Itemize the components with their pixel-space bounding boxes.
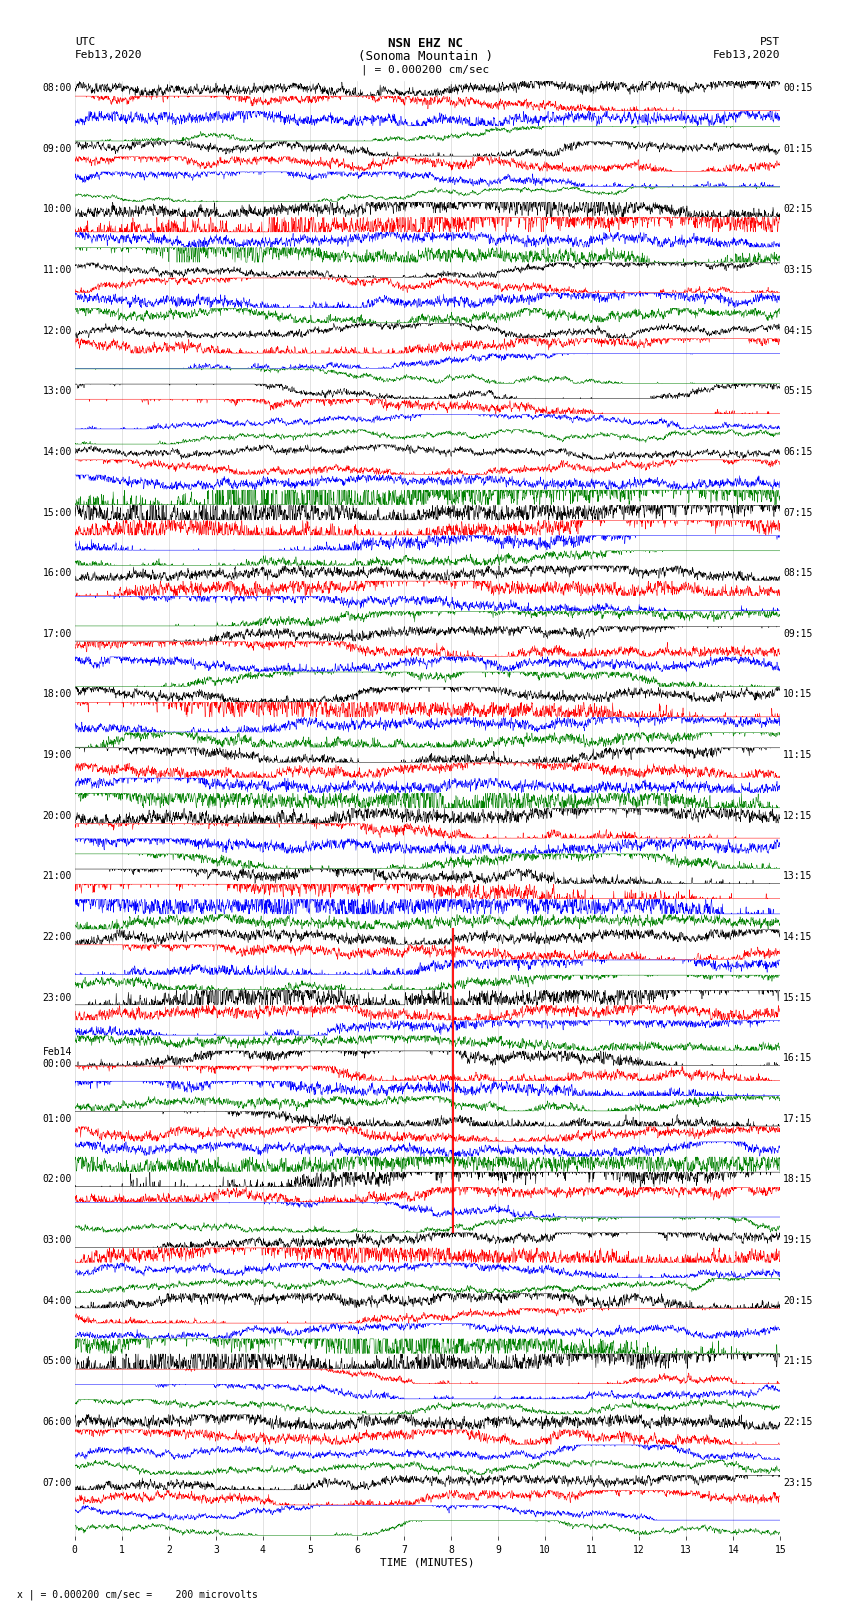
Text: (Sonoma Mountain ): (Sonoma Mountain ) <box>358 50 492 63</box>
Text: x | = 0.000200 cm/sec =    200 microvolts: x | = 0.000200 cm/sec = 200 microvolts <box>17 1589 258 1600</box>
Text: UTC: UTC <box>75 37 95 47</box>
Text: Feb13,2020: Feb13,2020 <box>713 50 780 60</box>
Text: PST: PST <box>760 37 780 47</box>
Text: Feb13,2020: Feb13,2020 <box>75 50 142 60</box>
X-axis label: TIME (MINUTES): TIME (MINUTES) <box>380 1558 475 1568</box>
Text: | = 0.000200 cm/sec: | = 0.000200 cm/sec <box>361 65 489 76</box>
Text: NSN EHZ NC: NSN EHZ NC <box>388 37 462 50</box>
